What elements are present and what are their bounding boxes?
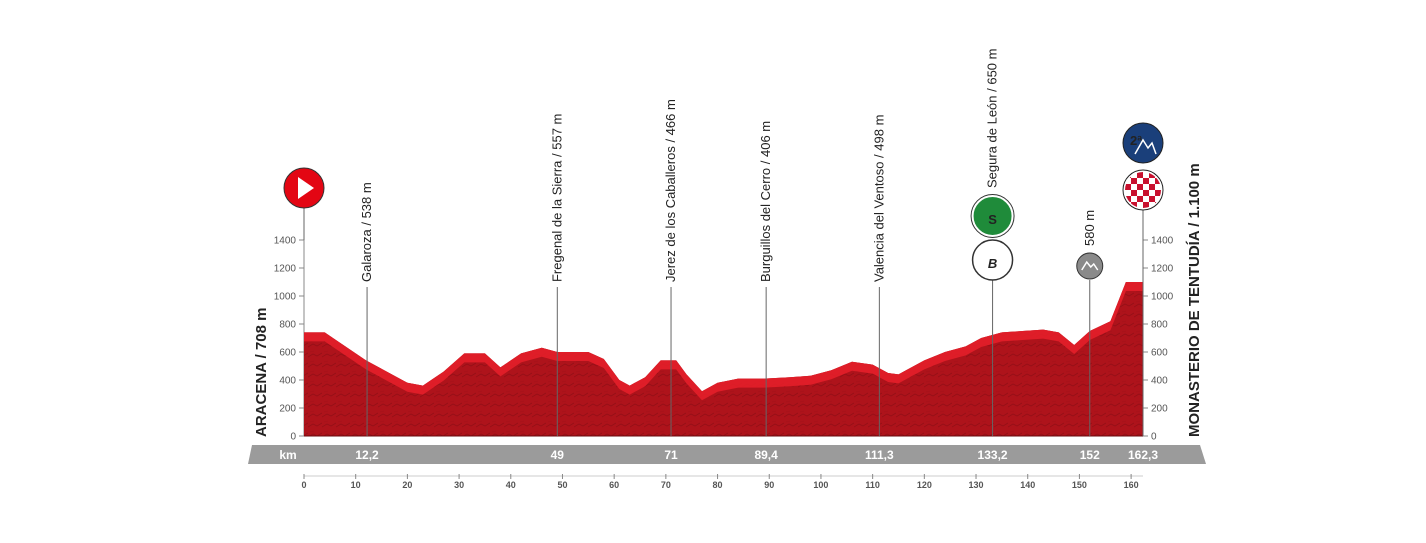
x-tick-label: 130 — [969, 480, 984, 490]
waypoint-label: Fregenal de la Sierra / 557 m — [549, 114, 564, 282]
finish-location-label: MONASTERIO DE TENTUDÍA / 1.100 m — [1186, 163, 1203, 437]
finish-square — [1143, 178, 1149, 184]
waypoint-label: Burguillos del Cerro / 406 m — [758, 121, 773, 282]
y-tick-left-label: 1000 — [274, 292, 297, 303]
km-band-value: 49 — [551, 448, 565, 462]
y-tick-left-label: 1200 — [274, 264, 297, 275]
category-badge-text: 2ª — [1130, 133, 1142, 148]
km-band-value: 71 — [664, 448, 678, 462]
x-tick-label: 40 — [506, 480, 516, 490]
sprint-badge-letter: S — [988, 212, 997, 227]
finish-square — [1143, 202, 1149, 208]
finish-flag-icon — [1122, 169, 1164, 211]
y-tick-right-label: 800 — [1151, 320, 1168, 331]
sprint-badge — [971, 195, 1014, 237]
x-tick-label: 140 — [1020, 480, 1035, 490]
bonus-badge-letter: B — [988, 256, 997, 271]
x-tick-label: 120 — [917, 480, 932, 490]
y-tick-left-label: 800 — [279, 320, 296, 331]
y-tick-right-label: 400 — [1151, 376, 1168, 387]
y-tick-right-label: 1200 — [1151, 264, 1174, 275]
waypoint-label: 580 m — [1082, 210, 1097, 246]
x-tick-label: 160 — [1124, 480, 1139, 490]
km-band-value: 162,3 — [1128, 448, 1158, 462]
y-tick-right-label: 200 — [1151, 404, 1168, 415]
mountain-icon — [1081, 260, 1099, 271]
finish-square — [1131, 178, 1137, 184]
finish-square — [1125, 184, 1131, 190]
start-location-label: ARACENA / 708 m — [253, 308, 270, 437]
finish-square — [1149, 196, 1155, 202]
km-band-value: 89,4 — [754, 448, 778, 462]
km-band-value: 152 — [1080, 448, 1100, 462]
x-tick-label: 90 — [764, 480, 774, 490]
y-tick-left-label: 1400 — [274, 236, 297, 247]
finish-square — [1131, 202, 1137, 208]
waypoint-label: Jerez de los Caballeros / 466 m — [663, 99, 678, 282]
x-tick-label: 70 — [661, 480, 671, 490]
x-tick-label: 100 — [813, 480, 828, 490]
x-tick-label: 30 — [454, 480, 464, 490]
finish-square — [1155, 190, 1161, 196]
x-tick-label: 0 — [301, 480, 306, 490]
waypoint-label: Segura de León / 650 m — [985, 49, 1000, 189]
y-tick-right-label: 600 — [1151, 348, 1168, 359]
waypoint-label: Valencia del Ventoso / 498 m — [871, 115, 886, 282]
km-band-value: 111,3 — [865, 448, 894, 462]
y-tick-left-label: 600 — [279, 348, 296, 359]
x-tick-label: 10 — [351, 480, 361, 490]
y-tick-right-label: 1000 — [1151, 292, 1174, 303]
mountain-icon — [1134, 138, 1157, 155]
y-tick-right-label: 0 — [1151, 432, 1157, 443]
bonus-badge — [971, 239, 1014, 281]
finish-square — [1149, 172, 1155, 178]
profile-texture — [304, 282, 1143, 436]
y-tick-left-label: 400 — [279, 376, 296, 387]
finish-square — [1155, 178, 1161, 184]
x-tick-label: 50 — [557, 480, 567, 490]
finish-square — [1125, 196, 1131, 202]
x-tick-label: 20 — [402, 480, 412, 490]
y-tick-right-label: 1400 — [1151, 236, 1174, 247]
km-band-label: km — [279, 448, 296, 462]
finish-square — [1143, 190, 1149, 196]
x-tick-label: 150 — [1072, 480, 1087, 490]
km-band-value: 133,2 — [978, 448, 1008, 462]
finish-square — [1137, 184, 1143, 190]
sprint-badge-ring — [970, 194, 1015, 238]
y-tick-left-label: 200 — [279, 404, 296, 415]
x-tick-label: 80 — [713, 480, 723, 490]
play-icon — [298, 177, 314, 199]
x-tick-label: 110 — [865, 480, 880, 490]
finish-square — [1149, 184, 1155, 190]
km-band — [248, 445, 1206, 464]
waypoint-label: Galaroza / 538 m — [359, 182, 374, 282]
y-tick-left-label: 0 — [290, 432, 296, 443]
x-tick-label: 60 — [609, 480, 619, 490]
category-badge — [1122, 122, 1164, 164]
finish-square — [1137, 172, 1143, 178]
finish-square — [1137, 196, 1143, 202]
km-band-value: 12,2 — [355, 448, 379, 462]
finish-square — [1131, 190, 1137, 196]
